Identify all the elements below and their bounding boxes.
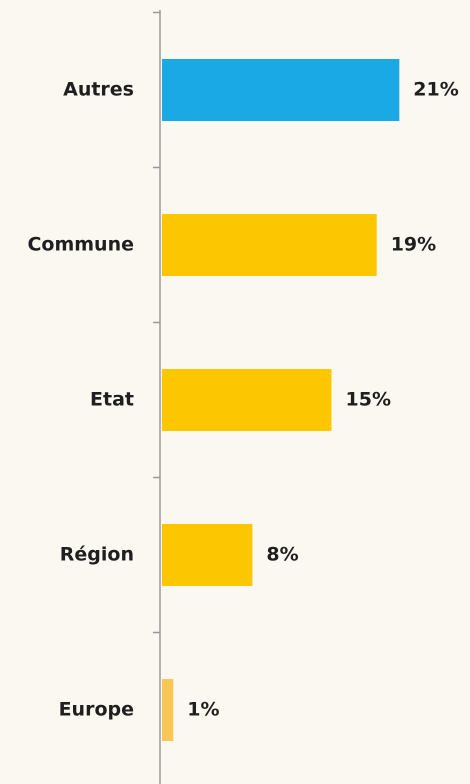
- category-label: Autres: [63, 79, 134, 101]
- bars-layer: [162, 59, 400, 741]
- bar: [162, 369, 332, 431]
- axis-layer: [153, 10, 161, 784]
- category-label: Commune: [27, 234, 134, 256]
- category-label: Région: [60, 544, 134, 566]
- bar: [162, 59, 400, 121]
- data-label: 19%: [391, 234, 436, 256]
- category-label: Etat: [90, 389, 134, 411]
- data-label: 8%: [266, 544, 298, 566]
- data-label: 15%: [346, 389, 391, 411]
- labels-layer: Autres 21% Commune 19% Etat 15% Région 8% Europe…: [27, 79, 458, 721]
- data-label: 21%: [413, 79, 458, 101]
- data-label: 1%: [187, 699, 219, 721]
- category-label: Europe: [59, 699, 134, 721]
- bar: [162, 679, 174, 741]
- bar: [162, 524, 253, 586]
- bar: [162, 214, 377, 276]
